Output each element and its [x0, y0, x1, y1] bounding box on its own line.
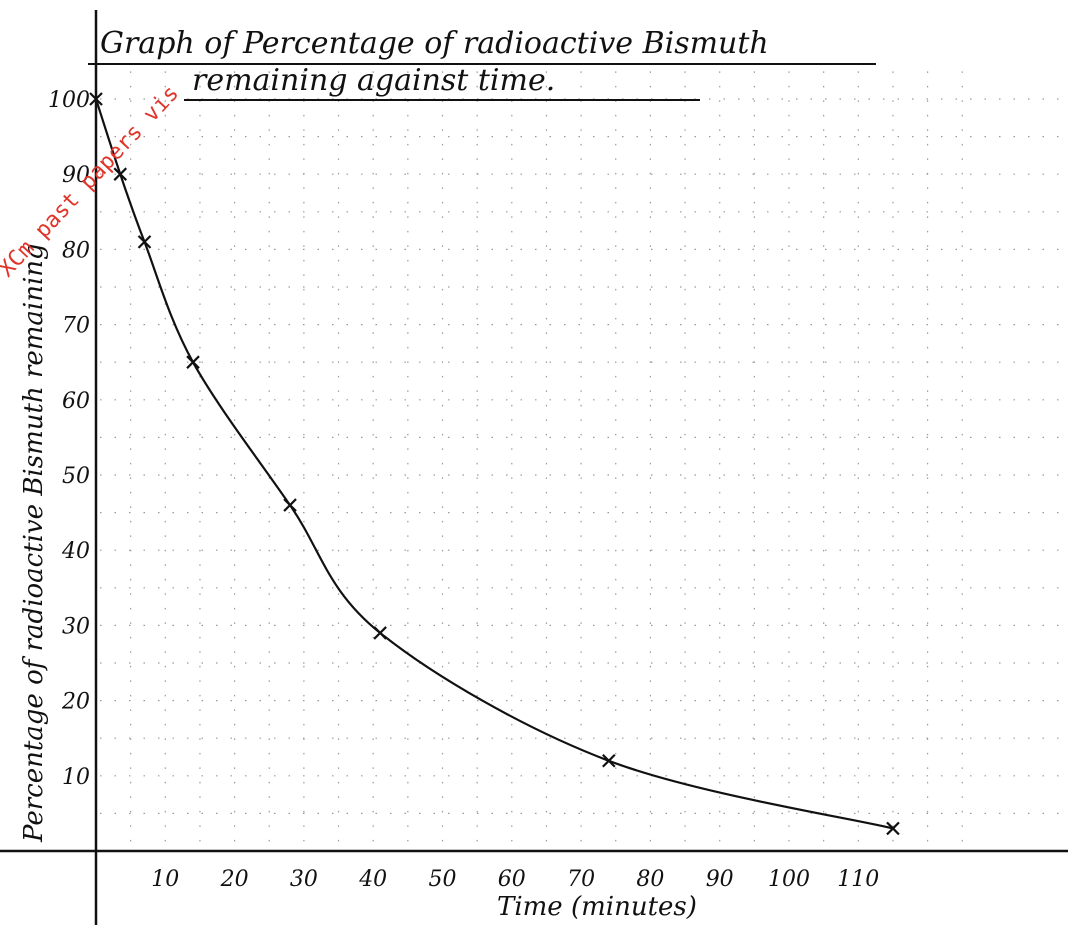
y-tick-label: 90	[62, 163, 90, 188]
y-tick-label: 60	[62, 389, 90, 414]
x-tick-label: 80	[636, 867, 664, 892]
x-tick-label: 70	[567, 867, 595, 892]
x-tick-label: 90	[706, 867, 734, 892]
watermark: XCm past papers vis	[0, 81, 184, 282]
chart-title-line-2: remaining against time.	[192, 63, 555, 98]
y-axis-label: Percentage of radioactive Bismuth remain…	[19, 243, 49, 843]
data-point-marker	[283, 498, 297, 512]
y-tick-label: 80	[62, 238, 90, 263]
data-point-marker	[137, 235, 152, 249]
data-point-marker	[113, 167, 128, 181]
data-point-marker	[602, 753, 616, 768]
y-tick-label: 40	[61, 539, 90, 564]
x-tick-label: 60	[498, 867, 526, 892]
dotted-grid	[100, 71, 1060, 847]
series-line	[94, 98, 894, 830]
x-tick-label: 10	[151, 867, 179, 892]
chart-title: Graph of Percentage of radioactive Bismu…	[88, 26, 876, 101]
y-tick-label: 10	[62, 765, 90, 790]
axis-labels: Time (minutes) Percentage of radioactive…	[19, 243, 697, 922]
chart-title-line-1: Graph of Percentage of radioactive Bismu…	[100, 26, 769, 61]
data-point-marker	[886, 821, 900, 836]
y-tick-label: 70	[62, 314, 90, 339]
y-tick-label: 100	[48, 88, 90, 113]
data-point-marker	[373, 626, 387, 640]
x-tick-label: 20	[220, 867, 249, 892]
x-tick-label: 30	[290, 867, 318, 892]
tick-labels: 10 20 30 40 50 60 70 80 90 100 110 10 20 30 40 50 60 70 80…	[48, 88, 879, 892]
y-tick-label: 30	[62, 614, 90, 639]
x-axis-label: Time (minutes)	[497, 892, 697, 922]
x-tick-label: 50	[429, 867, 457, 892]
data-point-marker	[89, 92, 103, 106]
data-point-marker	[186, 355, 200, 369]
x-tick-label: 110	[837, 867, 879, 892]
axes	[0, 10, 1068, 925]
x-tick-label: 100	[768, 867, 810, 892]
y-tick-label: 20	[61, 690, 90, 715]
series	[89, 92, 900, 836]
x-tick-label: 40	[358, 867, 387, 892]
y-tick-label: 50	[62, 464, 90, 489]
watermark-text: XCm past papers vis	[0, 81, 184, 282]
